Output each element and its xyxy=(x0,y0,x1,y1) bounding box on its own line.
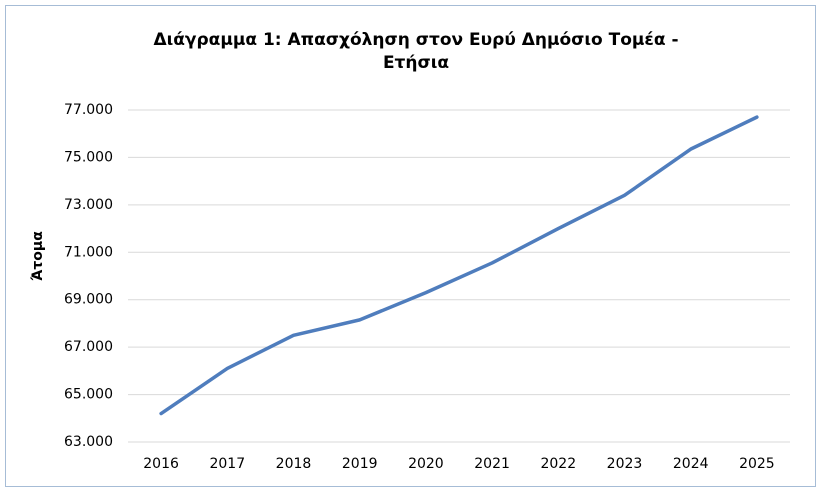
chart-title: Διάγραμμα 1: Απασχόληση στον Ευρύ Δημόσι… xyxy=(153,30,679,73)
y-tick-label: 77.000 xyxy=(64,102,113,118)
y-tick-label: 69.000 xyxy=(64,292,113,308)
x-tick-label: 2021 xyxy=(474,456,510,472)
y-tick-label: 75.000 xyxy=(64,149,113,165)
y-tick-label: 73.000 xyxy=(64,197,113,213)
x-tick-label: 2017 xyxy=(209,456,245,472)
x-tick-label: 2019 xyxy=(342,456,378,472)
x-tick-label: 2018 xyxy=(276,456,312,472)
x-tick-label: 2020 xyxy=(408,456,444,472)
y-tick-label: 63.000 xyxy=(64,434,113,450)
y-tick-label: 67.000 xyxy=(64,339,113,355)
x-tick-label: 2025 xyxy=(739,456,775,472)
x-tick-label: 2016 xyxy=(143,456,179,472)
chart-border xyxy=(5,5,816,487)
x-tick-label: 2022 xyxy=(540,456,576,472)
y-tick-label: 71.000 xyxy=(64,244,113,260)
y-axis-label: Άτομα xyxy=(30,231,46,281)
x-tick-label: 2023 xyxy=(607,456,643,472)
data-line xyxy=(159,115,759,416)
y-tick-label: 65.000 xyxy=(64,387,113,403)
x-tick-label: 2024 xyxy=(673,456,709,472)
